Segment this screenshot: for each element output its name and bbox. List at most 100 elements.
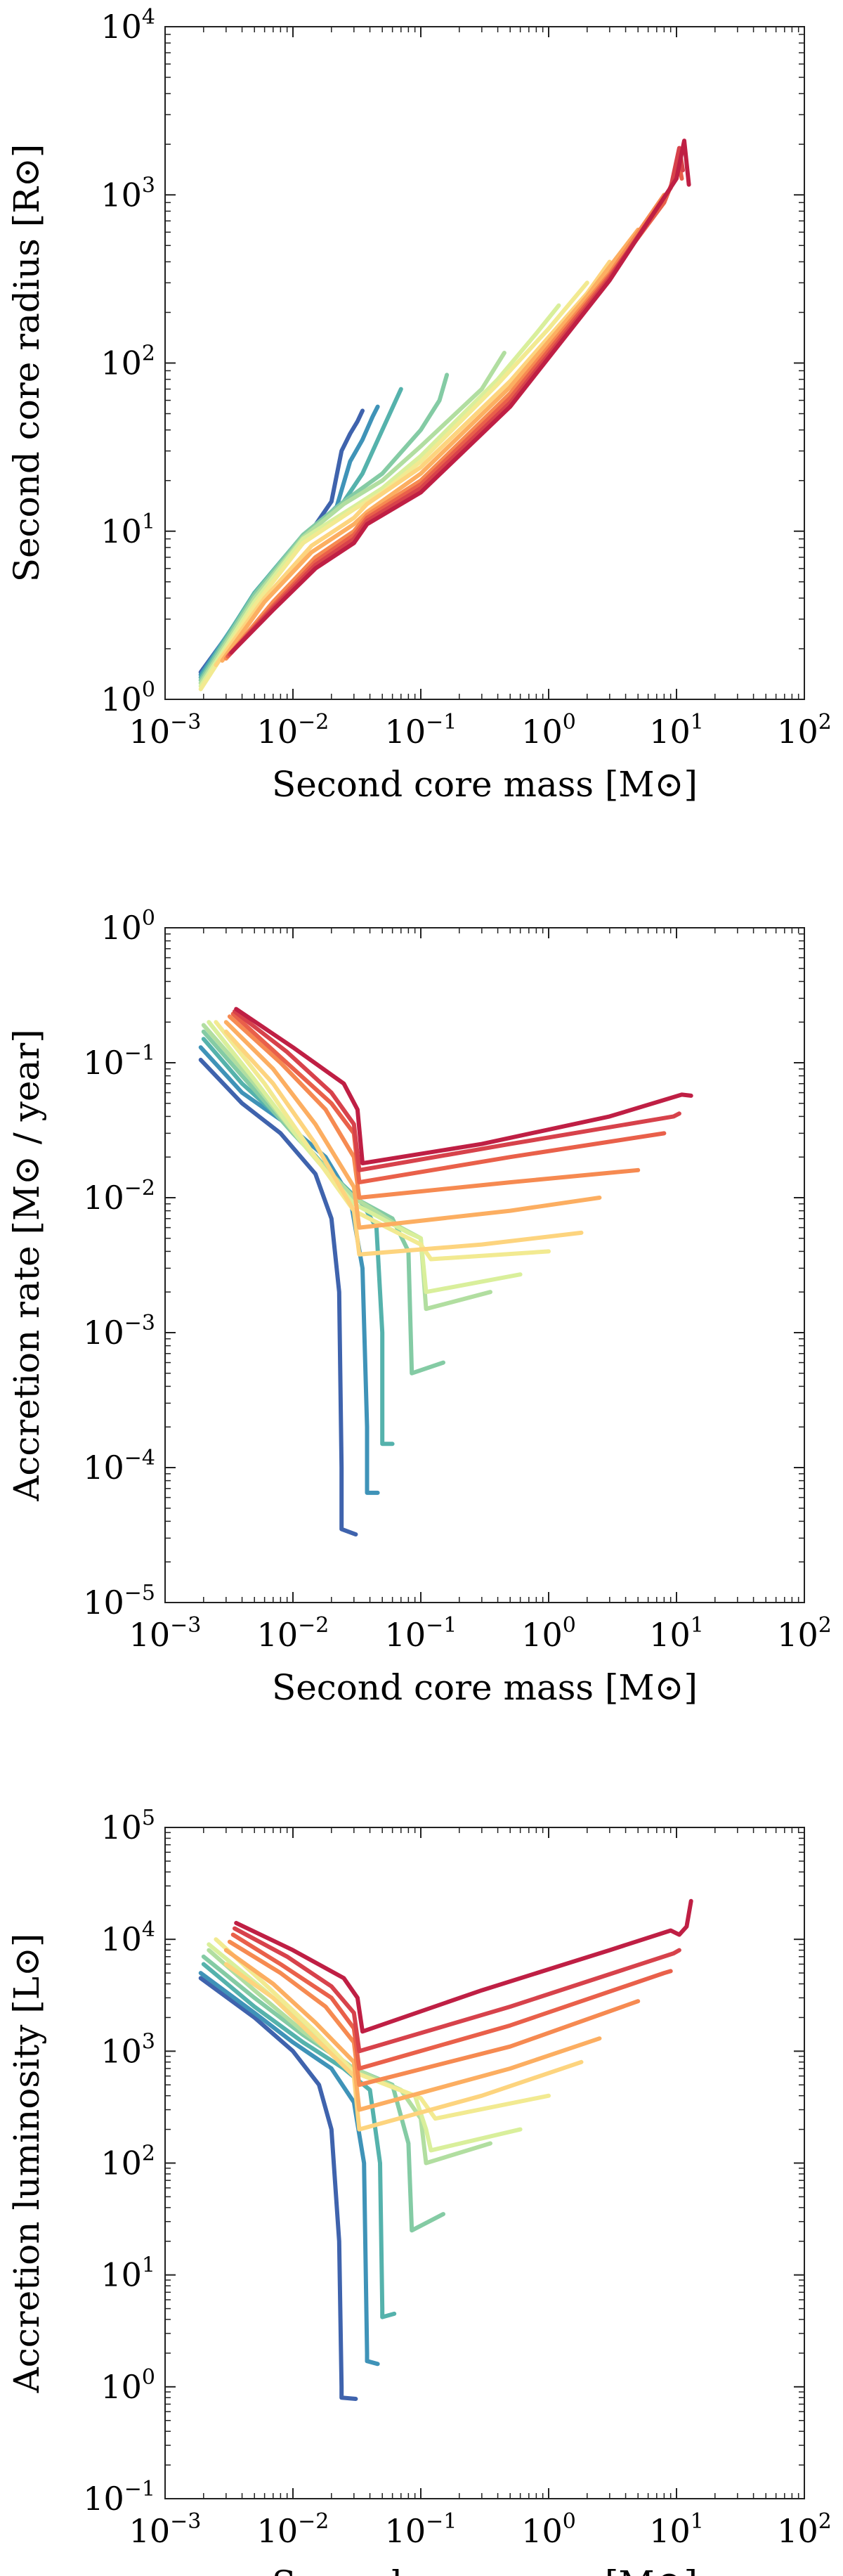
x-tick-label: 100	[521, 2509, 576, 2550]
x-tick-label: 10−3	[129, 2509, 202, 2550]
y-tick-exponent: 2	[142, 2142, 155, 2166]
x-tick-label: 101	[649, 710, 704, 751]
series-line-track-11	[230, 1932, 673, 2071]
series-line-track-12	[233, 1009, 681, 1172]
y-tick-base: 10	[100, 2368, 142, 2406]
series-line-track-8	[214, 259, 612, 668]
x-tick-exponent: −1	[426, 1613, 457, 1638]
x-tick-base: 10	[385, 2512, 426, 2550]
x-tick-exponent: 0	[563, 2509, 576, 2534]
series-line-track-8	[223, 1029, 584, 1257]
y-tick-label: 102	[100, 342, 155, 382]
y-tick-base: 10	[100, 176, 142, 214]
x-tick-base: 10	[521, 1616, 563, 1654]
x-tick-label: 10−2	[257, 2509, 329, 2550]
x-tick-exponent: 2	[818, 1613, 832, 1638]
y-tick-exponent: 2	[142, 342, 155, 366]
y-tick-label: 102	[100, 2142, 155, 2182]
y-tick-base: 10	[100, 2256, 142, 2294]
y-axis-label: Second core radius [R⊙]	[6, 144, 47, 583]
y-axis-label: Accretion luminosity [L⊙]	[6, 1934, 47, 2394]
x-tick-base: 10	[777, 2512, 818, 2550]
x-tick-base: 10	[129, 1616, 171, 1654]
y-tick-base: 10	[83, 2480, 124, 2518]
y-tick-base: 10	[100, 344, 142, 382]
x-axis-label: Second core mass [M⊙]	[272, 1667, 698, 1708]
x-tick-label: 10−2	[257, 1613, 329, 1654]
x-tick-label: 102	[777, 710, 832, 751]
series-line-track-12	[233, 1926, 681, 2054]
series-line-track-3	[201, 1962, 397, 2319]
chart-luminosity: 10−3 10−2 10−1 100 101 10210−1100101102103104…	[6, 1806, 832, 2576]
y-tick-label: 103	[100, 2029, 155, 2070]
series-line-track-9	[220, 227, 641, 663]
y-tick-base: 10	[100, 2144, 142, 2182]
y-tick-label: 10−3	[83, 1311, 155, 1352]
axes-frame	[164, 1827, 805, 2499]
y-tick-exponent: 0	[142, 906, 155, 931]
x-tick-base: 10	[129, 2512, 171, 2550]
y-tick-exponent: 3	[142, 2029, 155, 2054]
x-tick-exponent: −1	[426, 2509, 457, 2534]
y-tick-base: 10	[100, 512, 142, 550]
y-tick-base: 10	[83, 1179, 124, 1217]
x-tick-base: 10	[649, 713, 691, 751]
x-tick-exponent: 1	[691, 2509, 704, 2534]
axes-frame	[164, 927, 805, 1603]
series-line-track-2	[198, 1045, 380, 1495]
y-tick-label: 10−2	[83, 1176, 155, 1217]
y-tick-base: 10	[83, 1314, 124, 1352]
x-tick-label: 100	[521, 1613, 576, 1654]
y-tick-label: 10−1	[83, 2477, 155, 2518]
y-tick-base: 10	[83, 1449, 124, 1487]
series-line-track-1	[198, 1057, 358, 1536]
series-line-track-13	[229, 138, 691, 655]
y-tick-base: 10	[100, 909, 142, 947]
y-tick-exponent: −4	[124, 1446, 155, 1470]
x-tick-label: 10−3	[129, 710, 202, 751]
y-tick-base: 10	[83, 1584, 124, 1622]
y-tick-exponent: 1	[142, 510, 155, 534]
y-tick-label: 101	[100, 510, 155, 550]
series-group	[198, 1898, 693, 2401]
x-tick-base: 10	[257, 1616, 299, 1654]
x-tick-base: 10	[649, 2512, 691, 2550]
series-line-track-13	[234, 1898, 693, 2034]
series-line-track-12	[227, 145, 685, 657]
x-tick-label: 102	[777, 2509, 832, 2550]
x-tick-exponent: −3	[170, 2509, 201, 2534]
x-tick-base: 10	[777, 713, 818, 751]
y-tick-exponent: 3	[142, 173, 155, 198]
y-tick-base: 10	[100, 1920, 142, 1958]
x-tick-label: 10−2	[257, 710, 329, 751]
y-tick-label: 104	[100, 1917, 155, 1958]
y-tick-exponent: −5	[124, 1581, 155, 1605]
series-line-track-6	[198, 303, 561, 689]
y-tick-exponent: 4	[142, 5, 155, 30]
series-line-track-9	[223, 1020, 602, 1230]
y-tick-exponent: −3	[124, 1311, 155, 1335]
x-tick-exponent: 2	[818, 710, 832, 734]
x-tick-exponent: −1	[426, 710, 457, 734]
y-tick-label: 10−1	[83, 1041, 155, 1082]
y-tick-base: 10	[100, 8, 142, 46]
series-line-track-10	[227, 1014, 641, 1200]
series-line-track-9	[223, 1948, 602, 2112]
x-tick-exponent: 0	[563, 1613, 576, 1638]
x-tick-exponent: −2	[298, 1613, 329, 1638]
y-axis-label: Accretion rate [M⊙ / year]	[6, 1029, 47, 1501]
x-tick-base: 10	[521, 2512, 563, 2550]
x-tick-exponent: −3	[170, 1613, 201, 1638]
y-tick-exponent: 0	[142, 678, 155, 702]
y-tick-label: 100	[100, 906, 155, 947]
chart-radius: 10−3 10−2 10−1 100 101 102100101102103104Seco…	[6, 5, 832, 805]
x-tick-base: 10	[777, 1616, 818, 1654]
x-tick-label: 10−1	[385, 710, 457, 751]
x-tick-base: 10	[385, 1616, 426, 1654]
y-tick-exponent: 4	[142, 1917, 155, 1942]
y-tick-label: 100	[100, 2365, 155, 2406]
y-tick-label: 10−5	[83, 1581, 155, 1622]
x-tick-label: 10−1	[385, 1613, 457, 1654]
x-tick-base: 10	[385, 713, 426, 751]
